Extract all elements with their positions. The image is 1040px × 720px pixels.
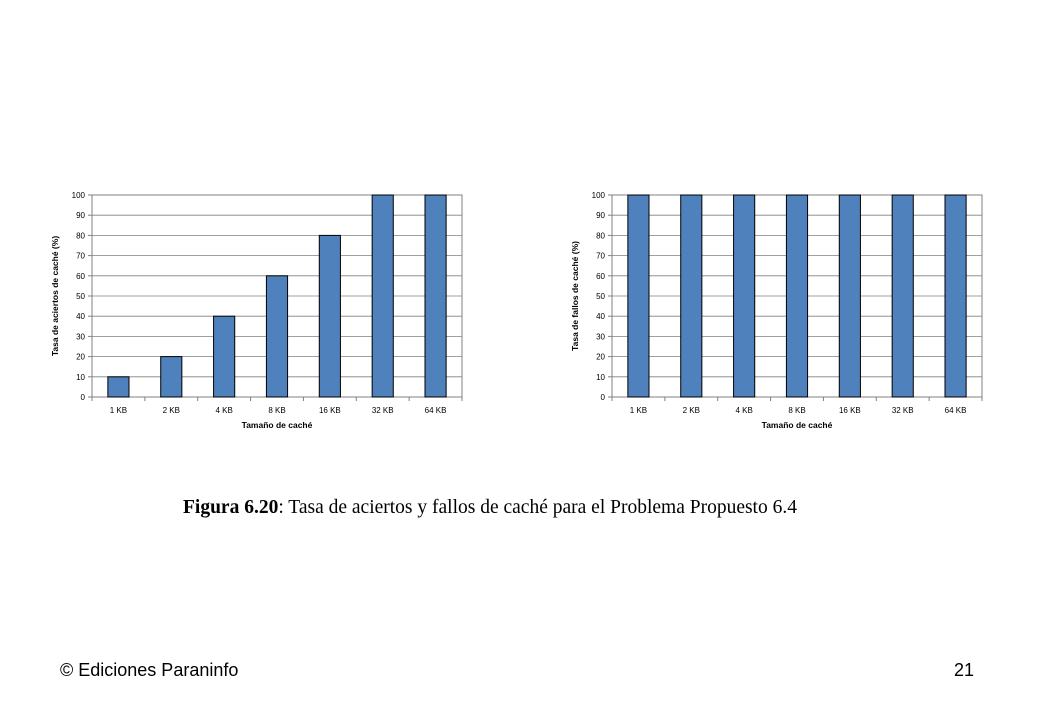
figure-caption: Figura 6.20: Tasa de aciertos y fallos d… (183, 494, 823, 522)
y-tick-label: 50 (76, 292, 85, 301)
bar (891, 194, 914, 398)
y-tick-label: 70 (596, 252, 605, 261)
y-tick-label: 0 (81, 393, 86, 402)
copyright-text: © Ediciones Paraninfo (60, 660, 239, 680)
y-tick-label: 20 (596, 353, 605, 362)
x-tick-label: 8 KB (788, 406, 805, 415)
y-tick-label: 80 (76, 231, 85, 240)
x-tick-label: 32 KB (892, 406, 914, 415)
bar (838, 194, 861, 398)
x-tick-label: 32 KB (372, 406, 394, 415)
x-tick-label: 8 KB (268, 406, 285, 415)
x-tick-label: 16 KB (839, 406, 861, 415)
y-tick-label: 10 (76, 373, 85, 382)
y-tick-label: 10 (596, 373, 605, 382)
y-axis-title: Tasa de aciertos de caché (%) (50, 236, 60, 356)
miss-rate-chart: 0 10 20 30 40 50 60 70 80 90 100 1 KB 2 KB 4 KB 8 KB 16… (570, 191, 983, 430)
y-tick-label: 40 (76, 312, 85, 321)
y-axis-title: Tasa de fallos de caché (%) (570, 241, 580, 351)
x-tick-label: 4 KB (215, 406, 232, 415)
y-tick-label: 100 (72, 191, 86, 200)
y-tick-label: 100 (592, 191, 606, 200)
y-tick-label: 90 (76, 211, 85, 220)
y-tick-label: 90 (596, 211, 605, 220)
y-tick-label: 30 (76, 332, 85, 341)
y-tick-label: 70 (76, 252, 85, 261)
y-tick-label: 60 (596, 272, 605, 281)
y-tick-label: 50 (596, 292, 605, 301)
y-tick-label: 20 (76, 353, 85, 362)
x-tick-label: 2 KB (163, 406, 180, 415)
x-axis-title: Tamaño de caché (242, 420, 313, 430)
x-tick-label: 4 KB (735, 406, 752, 415)
bar (318, 234, 341, 398)
x-tick-label: 2 KB (683, 406, 700, 415)
caption-label: Figura 6.20 (183, 497, 279, 518)
bar (785, 194, 809, 398)
x-tick-label: 1 KB (630, 406, 647, 415)
x-axis-title: Tamaño de caché (762, 420, 833, 430)
bar (371, 194, 394, 398)
bar (733, 194, 756, 398)
y-tick-label: 80 (596, 231, 605, 240)
bar (160, 356, 183, 398)
x-tick-label: 64 KB (945, 406, 967, 415)
bar (213, 315, 236, 398)
hit-rate-chart: 0 10 20 30 40 50 60 70 80 90 100 1 KB 2 KB 4 KB 8 KB 16… (50, 191, 463, 430)
x-tick-label: 1 KB (110, 406, 127, 415)
bar (944, 194, 967, 398)
bar (107, 376, 130, 398)
page-number: 21 (953, 660, 974, 680)
bar (265, 275, 289, 398)
bar (424, 194, 447, 398)
x-tick-label: 64 KB (425, 406, 447, 415)
bar (627, 194, 650, 398)
y-tick-label: 30 (596, 332, 605, 341)
y-tick-label: 0 (601, 393, 606, 402)
caption-text: : Tasa de aciertos y fallos de caché par… (278, 497, 797, 518)
bar (680, 194, 703, 398)
y-tick-label: 40 (596, 312, 605, 321)
y-tick-label: 60 (76, 272, 85, 281)
x-tick-label: 16 KB (319, 406, 341, 415)
